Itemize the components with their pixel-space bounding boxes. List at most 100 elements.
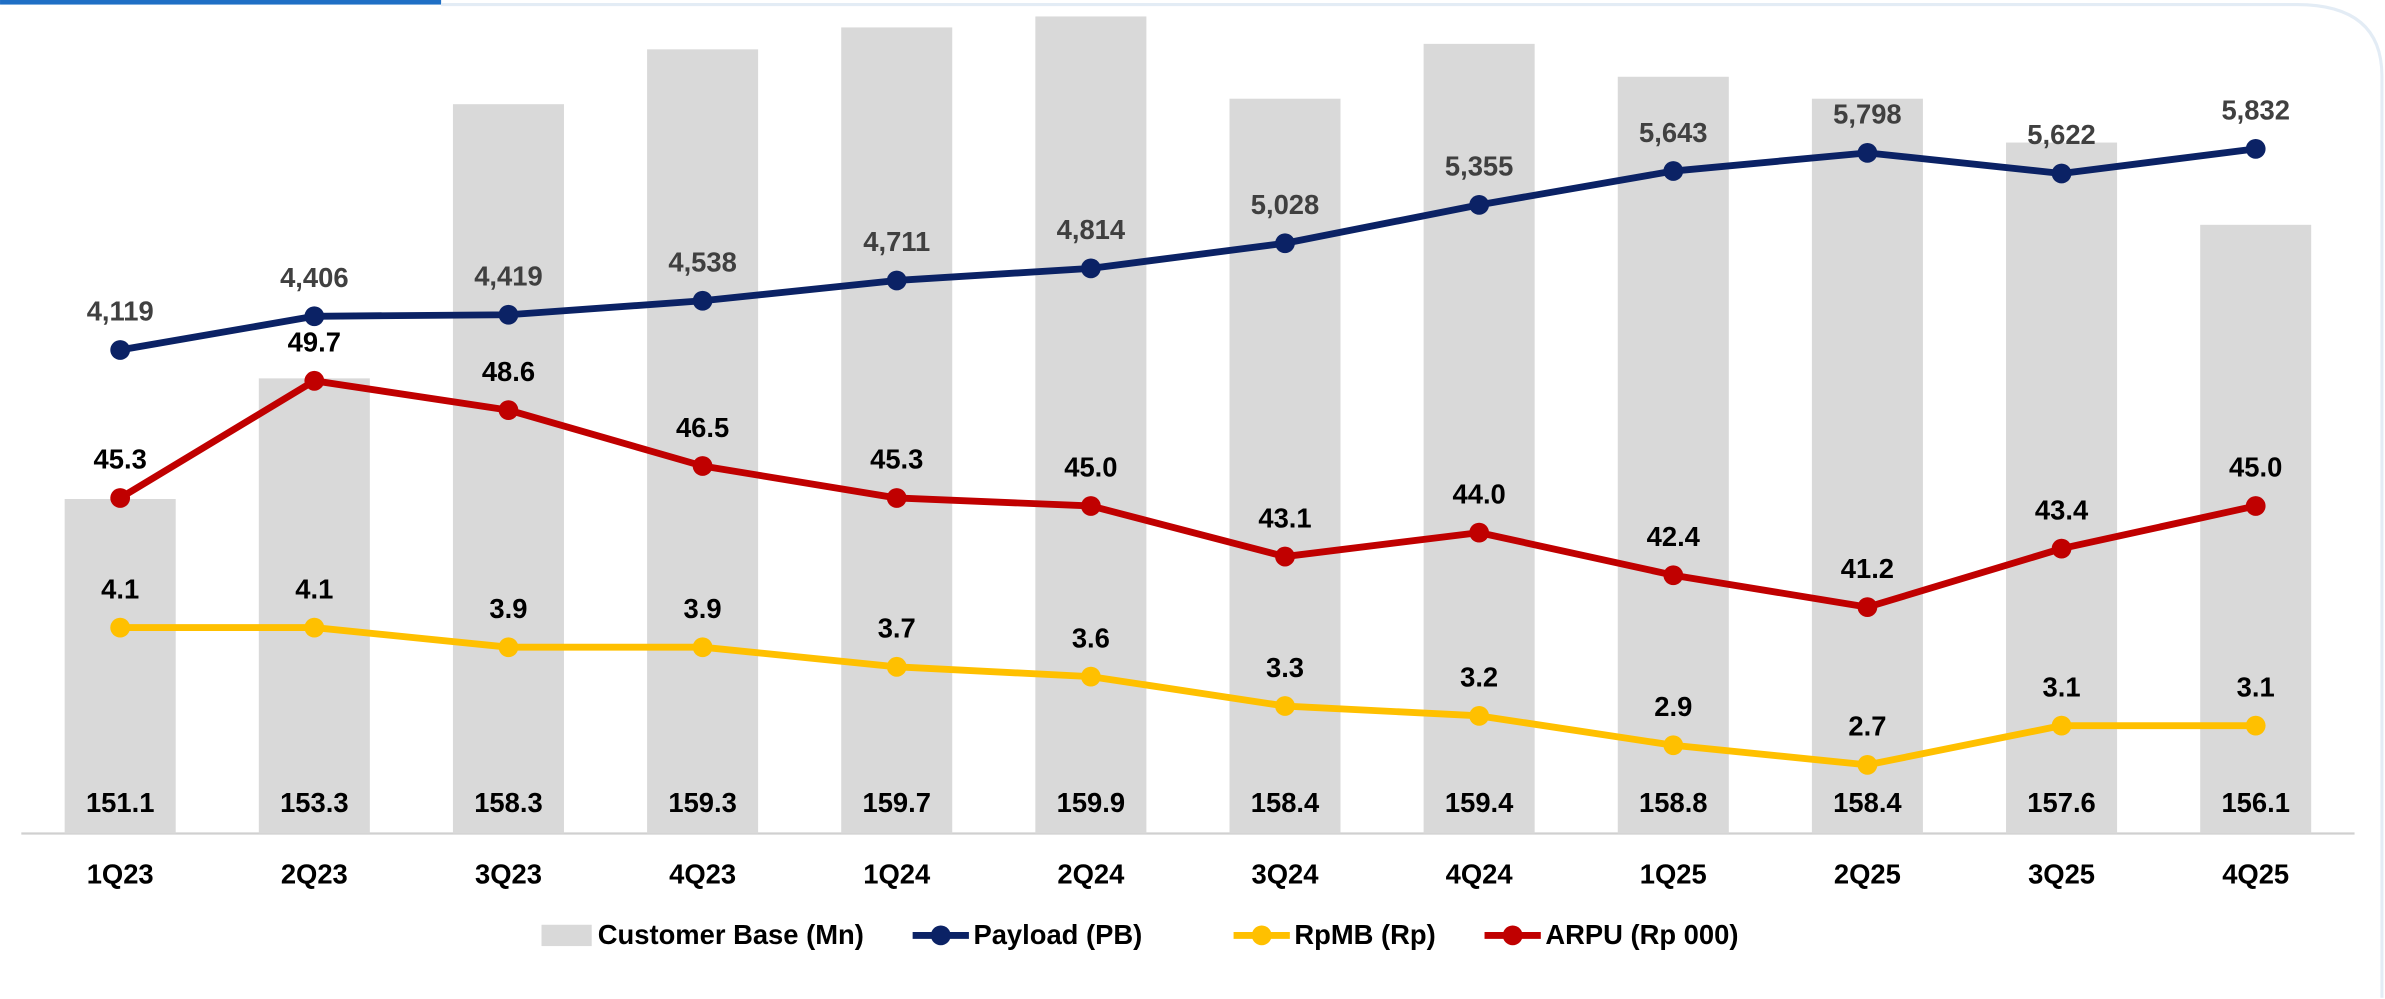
point <box>304 306 325 327</box>
line <box>119 145 2257 354</box>
x-tick-label: 3Q25 <box>2028 858 2095 889</box>
bar <box>452 104 564 834</box>
data-label: 2.9 <box>1654 691 1692 722</box>
data-label: 4,814 <box>1057 214 1126 245</box>
frame-border <box>441 3 2384 998</box>
point <box>1275 546 1295 567</box>
data-label: 5,355 <box>1445 151 1513 182</box>
data-label: 45.0 <box>2229 452 2282 483</box>
data-label: 3.1 <box>2237 671 2275 702</box>
point <box>1857 142 1878 163</box>
x-tick-label: 1Q25 <box>1640 858 1707 889</box>
data-label: 3.1 <box>2043 671 2081 702</box>
point <box>110 340 131 360</box>
data-label: 41.2 <box>1841 553 1894 584</box>
point <box>1275 696 1295 716</box>
data-label: 49.7 <box>288 327 341 358</box>
legend-label: Customer Base (Mn) <box>598 919 864 950</box>
point <box>692 637 713 658</box>
bar <box>647 49 759 834</box>
x-tick-label: 1Q23 <box>87 858 154 889</box>
point <box>1080 496 1101 516</box>
data-label: 3.7 <box>878 613 916 644</box>
data-label: 4,406 <box>280 262 348 293</box>
data-label: 3.2 <box>1460 662 1498 693</box>
point <box>886 488 907 508</box>
point <box>498 637 519 658</box>
legend-swatch <box>930 925 951 946</box>
data-label: 5,798 <box>1833 99 1901 130</box>
data-label: 5,028 <box>1251 189 1319 220</box>
point <box>692 456 713 476</box>
bar <box>1617 76 1729 834</box>
bar <box>841 27 953 834</box>
x-tick-label: 4Q25 <box>2222 858 2289 889</box>
point <box>1080 666 1101 687</box>
data-label: 4.1 <box>101 573 139 604</box>
data-label: 3.9 <box>489 593 527 624</box>
legend-swatch <box>541 924 592 947</box>
data-label: 4,119 <box>87 296 154 327</box>
data-label: 3.9 <box>684 593 722 624</box>
data-label: 45.3 <box>870 444 923 475</box>
x-tick-label: 4Q24 <box>1446 858 1514 889</box>
bar-label: 158.3 <box>474 787 542 818</box>
point <box>1469 522 1490 543</box>
x-tick-label: 3Q24 <box>1252 858 1320 889</box>
legend-swatch <box>1502 925 1523 946</box>
point <box>1275 233 1295 254</box>
line <box>120 624 2256 769</box>
bar-label: 153.3 <box>280 787 348 818</box>
point <box>886 656 907 677</box>
point <box>1857 754 1878 775</box>
point <box>1469 705 1490 726</box>
point <box>498 304 519 325</box>
data-label: 4.1 <box>295 573 333 604</box>
data-label: 48.6 <box>482 356 535 387</box>
bar <box>1423 43 1535 834</box>
bar <box>1811 98 1923 834</box>
data-label: 45.3 <box>94 444 147 475</box>
data-label: 4,419 <box>474 260 542 291</box>
bar-label: 159.4 <box>1445 787 1514 818</box>
data-label: 46.5 <box>676 412 729 443</box>
bar-label: 159.7 <box>862 787 930 818</box>
point <box>304 617 325 638</box>
legend-label: Payload (PB) <box>973 919 1142 950</box>
point <box>1469 194 1490 215</box>
bar <box>258 378 370 834</box>
data-label: 3.6 <box>1072 622 1110 653</box>
x-tick-label: 2Q25 <box>1834 858 1901 889</box>
point <box>2051 715 2072 736</box>
bar-label: 156.1 <box>2221 787 2289 818</box>
data-label: 5,622 <box>2027 119 2095 150</box>
data-label: 45.0 <box>1064 452 1117 483</box>
point <box>2245 138 2266 159</box>
point <box>498 400 519 420</box>
data-label: 5,643 <box>1639 117 1707 148</box>
point <box>1663 161 1684 181</box>
point <box>1857 597 1878 618</box>
bar-label: 151.1 <box>86 787 154 818</box>
point <box>1080 258 1101 279</box>
header-accent <box>0 0 442 5</box>
bar-label: 157.6 <box>2027 787 2095 818</box>
x-tick-label: 1Q24 <box>863 858 931 889</box>
data-label: 5,832 <box>2221 95 2289 126</box>
point <box>886 270 907 291</box>
x-tick-label: 4Q23 <box>669 858 736 889</box>
point <box>2051 163 2072 184</box>
x-tick-label: 2Q23 <box>281 858 348 889</box>
data-label: 43.1 <box>1258 502 1311 533</box>
bar <box>1035 16 1147 834</box>
line <box>118 377 2257 611</box>
point <box>2051 538 2072 559</box>
data-label: 43.4 <box>2035 494 2089 525</box>
legend-label: RpMB (Rp) <box>1294 919 1435 950</box>
point <box>1663 565 1684 586</box>
data-label: 4,538 <box>668 246 736 277</box>
x-tick-label: 3Q23 <box>475 858 542 889</box>
data-label: 2.7 <box>1848 711 1886 742</box>
